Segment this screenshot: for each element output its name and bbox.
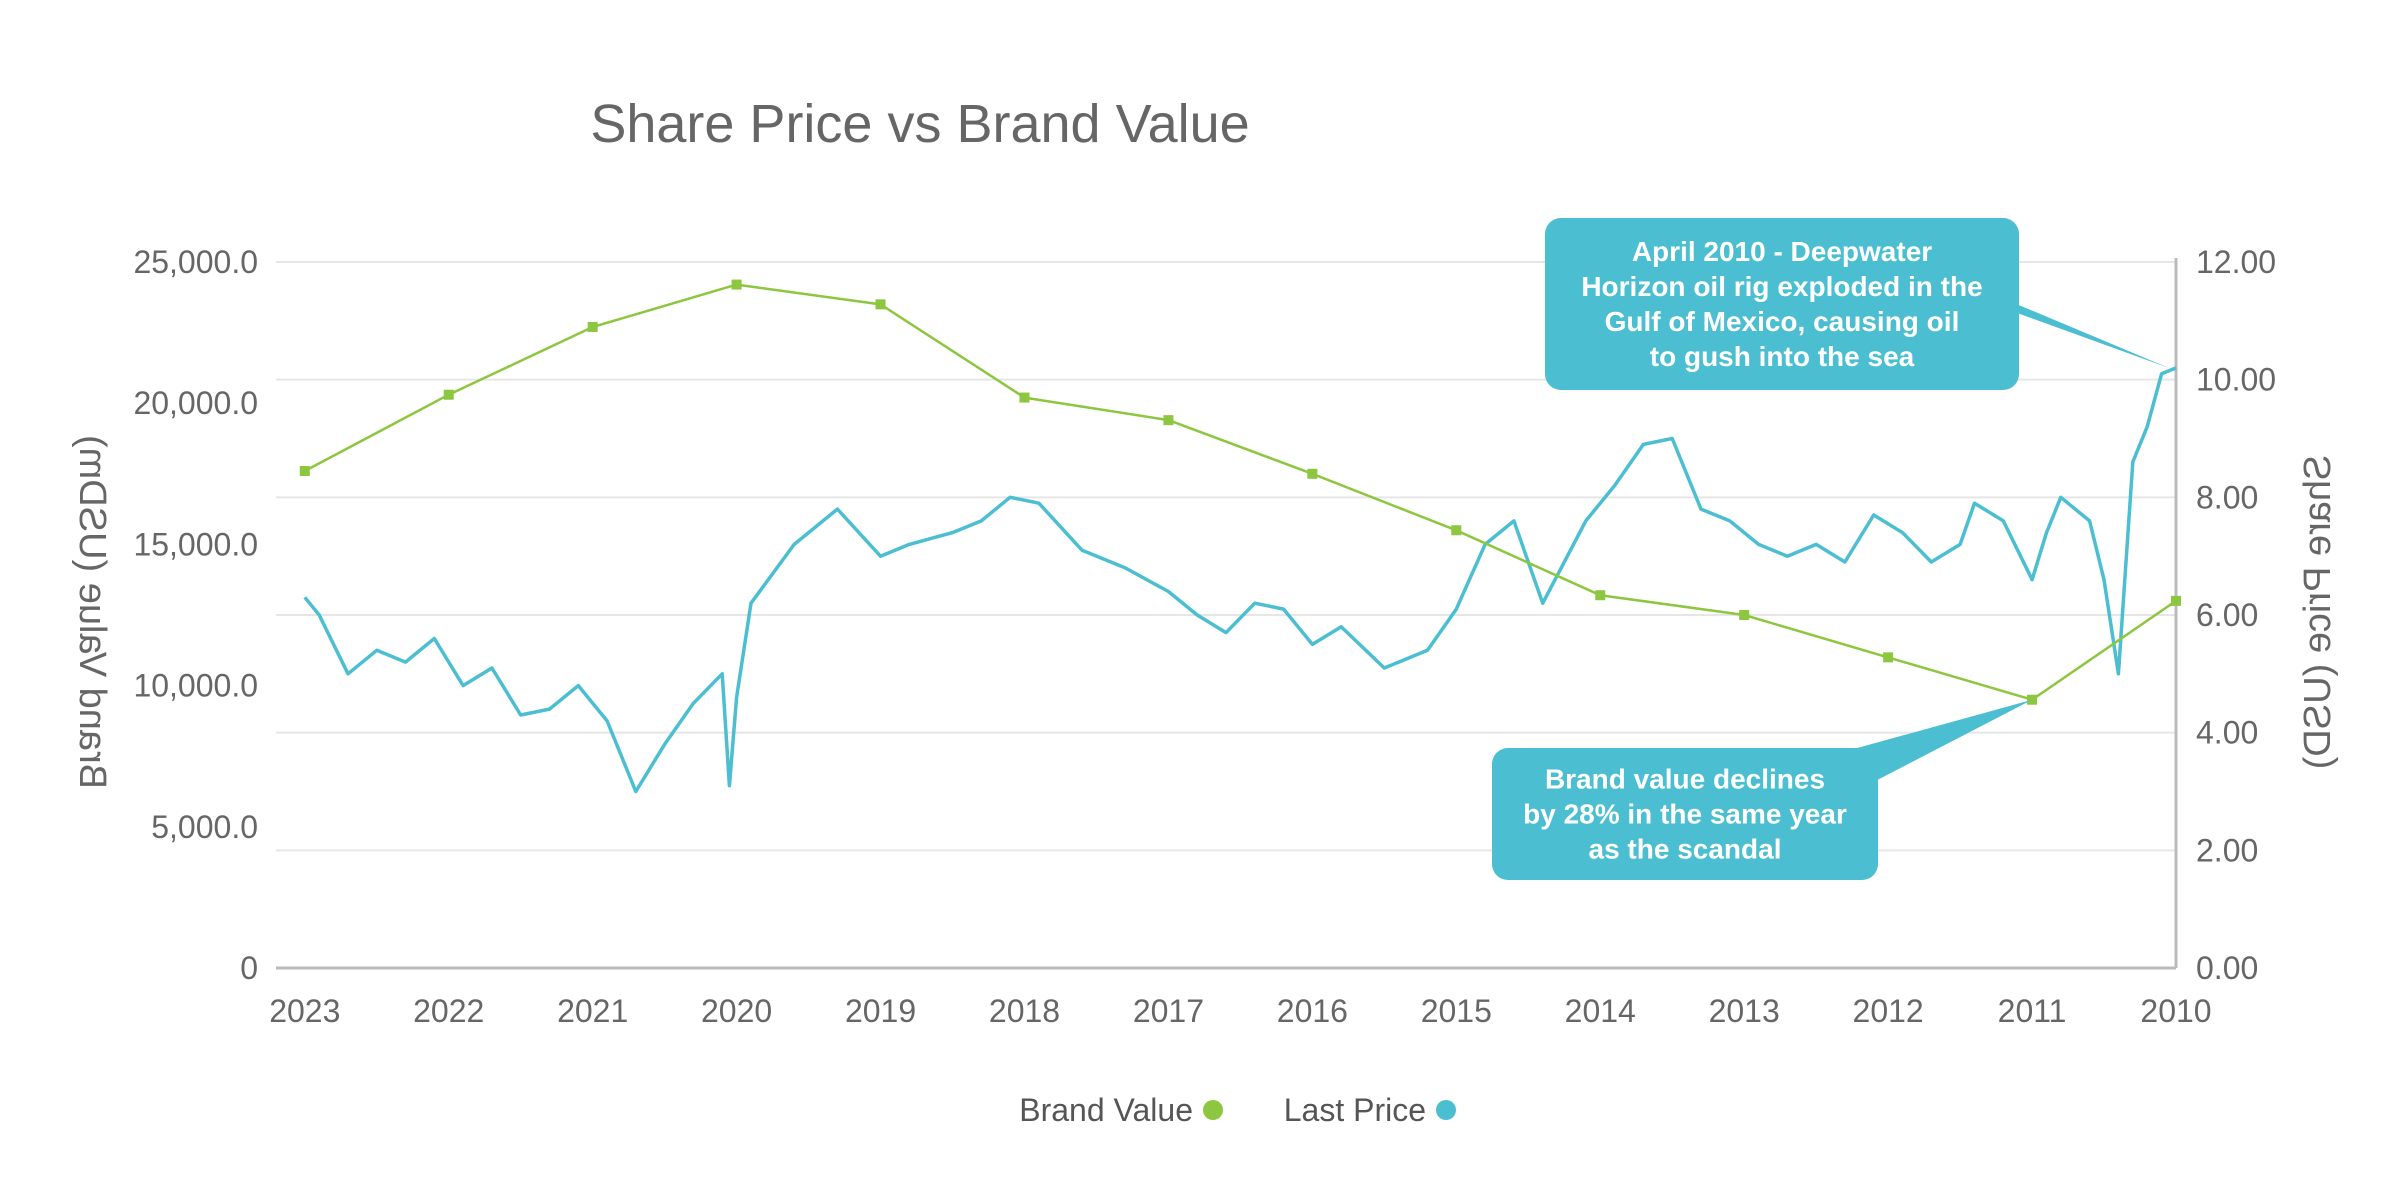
x-tick-label: 2011 [1998,993,2067,1029]
x-tick-label: 2023 [269,993,340,1029]
brand-value-series-line [304,283,2177,701]
x-tick-label: 2019 [845,993,916,1029]
brand-tick-label: 10,000.0 [133,668,258,704]
annotation-callout: Brand value declines by 28% in the same y… [1492,699,2033,880]
brand-value-point [875,299,886,310]
callout-text-line: as the scandal [1589,834,1782,865]
callout-pointer [1940,272,2169,368]
brand-value-point [1739,610,1750,620]
price-tick-label: 2.00 [2196,832,2258,868]
brand-value-point [1883,652,1894,663]
legend-label[interactable]: Last Price [1284,1092,1426,1128]
brand-value-point [1019,392,1030,403]
x-tick-label: 2016 [1277,993,1348,1029]
x-tick-label: 2017 [1133,993,1204,1029]
callout-box [1492,748,1878,880]
x-tick-label: 2010 [2140,993,2211,1029]
callout-text-line: Brand value declines [1545,764,1825,795]
x-tick-label: 2012 [1853,993,1924,1029]
brand-value-point [1451,525,1462,536]
brand-tick-label: 15,000.0 [133,526,258,562]
brand-tick-label: 5,000.0 [151,809,258,845]
callout-text-line: by 28% in the same year [1523,799,1847,830]
price-tick-label: 6.00 [2196,597,2258,633]
price-tick-label: 0.00 [2196,950,2258,986]
callout-text-line: April 2010 - Deepwater [1632,236,1932,267]
brand-tick-label: 25,000.0 [133,244,258,280]
legend-marker [1436,1100,1456,1120]
brand-value-point [1595,590,1606,601]
brand-value-point [299,465,310,476]
axes [276,258,2178,970]
price-tick-label: 4.00 [2196,715,2258,751]
brand-tick-label: 20,000.0 [133,385,258,421]
x-tick-label: 2014 [1565,993,1636,1029]
price-tick-label: 8.00 [2196,479,2258,515]
callout-box [1545,218,2019,390]
brand-value-point [443,389,454,400]
brand-value-point [731,279,742,290]
brand-value-point [2171,595,2181,606]
legend-label[interactable]: Brand Value [1019,1092,1193,1128]
legend-marker [1203,1100,1223,1120]
price-axis-title: Share Price (USD) [2297,455,2339,770]
x-tick-label: 2013 [1709,993,1780,1029]
price-axis-ticks: 0.00 2.00 4.00 6.00 8.00 10.00 12.00 [2196,244,2276,986]
x-axis-ticks: 2010 2011 2012 2013 2014 2015 2016 2017 2018 2019… [269,993,2211,1029]
x-tick-label: 2015 [1421,993,1492,1029]
brand-tick-label: 0 [240,950,258,986]
last-price-series-line [303,366,2177,794]
chart-title: Share Price vs Brand Value [590,94,1249,154]
brand-value-point [1163,415,1174,426]
x-tick-label: 2022 [413,993,484,1029]
price-tick-label: 12.00 [2196,244,2276,280]
series-layer [299,279,2181,794]
x-tick-label: 2021 [557,993,628,1029]
price-tick-label: 10.00 [2196,362,2276,398]
brand-axis-title: Brand Value (USDm) [71,435,113,789]
brand-value-point [587,321,598,332]
legend: Last Price Brand Value [1019,1092,1456,1128]
x-tick-label: 2020 [701,993,772,1029]
callout-text-line: Horizon oil rig exploded in the [1581,271,1982,302]
callout-text-line: to gush into the sea [1650,341,1915,372]
callout-text-line: Gulf of Mexico, causing oil [1605,306,1960,337]
brand-value-point [1307,468,1318,479]
brand-axis-ticks: 0 5,000.0 10,000.0 15,000.0 20,000.0 25,000.0 [133,244,258,986]
callout-pointer [1785,699,2033,802]
annotation-callout: April 2010 - Deepwater Horizon oil rig ex… [1545,218,2169,390]
annotations: April 2010 - Deepwater Horizon oil rig ex… [1492,218,2169,880]
x-tick-label: 2018 [989,993,1060,1029]
